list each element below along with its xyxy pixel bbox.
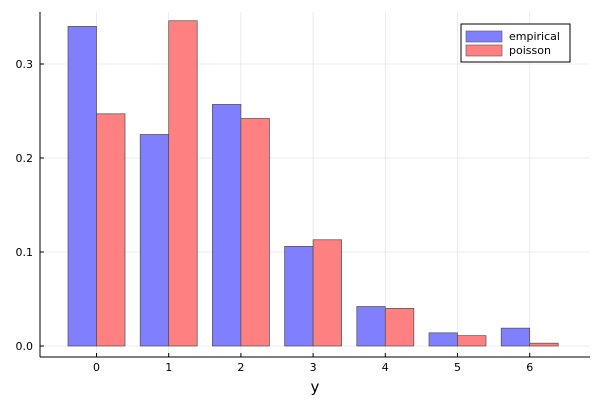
bar-poisson-0	[96, 113, 126, 347]
bar-poisson-3	[312, 239, 342, 347]
bar-poisson-2	[240, 118, 270, 347]
legend-swatch-poisson	[465, 44, 503, 57]
bar-empirical-3	[284, 246, 314, 347]
x-tick-label: 0	[93, 361, 100, 374]
legend-label-poisson: poisson	[509, 44, 551, 57]
bar-poisson-4	[384, 308, 415, 347]
y-tick-label: 0.2	[16, 152, 34, 165]
tick-labels: 0.0 0.1 0.2 0.3 0 1 2 3 4 5 6	[16, 58, 534, 374]
legend-label-empirical: empirical	[509, 30, 560, 43]
bar-empirical-5	[428, 332, 458, 347]
x-tick-label: 1	[165, 361, 172, 374]
bar-poisson-1	[168, 20, 198, 347]
x-tick-label: 2	[237, 361, 244, 374]
y-tick-label: 0.0	[16, 340, 34, 353]
x-axis-title: y	[311, 378, 320, 396]
bar-empirical-4	[356, 306, 386, 347]
bars	[67, 20, 559, 347]
axes	[39, 12, 590, 358]
bar-empirical-2	[212, 104, 242, 347]
legend: empirical poisson	[460, 23, 571, 63]
y-tick-label: 0.1	[16, 246, 34, 259]
legend-swatch-empirical	[465, 30, 503, 43]
bar-poisson-5	[457, 335, 487, 347]
x-tick-label: 4	[382, 361, 389, 374]
bar-empirical-6	[500, 327, 531, 347]
bar-empirical-1	[139, 134, 170, 347]
bar-poisson-6	[529, 342, 559, 347]
x-tick-label: 6	[526, 361, 533, 374]
y-tick-label: 0.3	[16, 58, 34, 71]
bar-empirical-0	[67, 26, 97, 347]
x-tick-label: 3	[310, 361, 317, 374]
x-tick-label: 5	[454, 361, 461, 374]
